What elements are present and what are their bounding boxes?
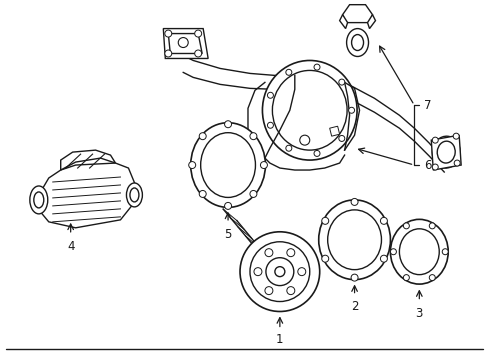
Circle shape: [274, 267, 285, 276]
Circle shape: [264, 249, 272, 257]
Polygon shape: [342, 5, 372, 23]
Circle shape: [431, 164, 437, 170]
Ellipse shape: [262, 60, 356, 160]
Ellipse shape: [327, 210, 381, 270]
Circle shape: [453, 160, 459, 166]
Polygon shape: [163, 28, 208, 58]
Circle shape: [452, 133, 458, 139]
Ellipse shape: [351, 35, 363, 50]
Text: 3: 3: [415, 306, 422, 320]
Circle shape: [253, 268, 262, 276]
Circle shape: [428, 223, 434, 229]
Circle shape: [240, 232, 319, 311]
Circle shape: [380, 255, 386, 262]
Circle shape: [188, 162, 195, 168]
Ellipse shape: [190, 123, 265, 207]
Circle shape: [350, 274, 357, 281]
Circle shape: [264, 287, 272, 294]
Circle shape: [313, 150, 319, 157]
Circle shape: [338, 79, 344, 85]
Polygon shape: [61, 150, 115, 170]
Circle shape: [380, 217, 386, 224]
Circle shape: [441, 249, 447, 255]
Polygon shape: [36, 163, 135, 228]
Ellipse shape: [436, 141, 454, 163]
Text: 7: 7: [424, 99, 431, 112]
Ellipse shape: [272, 71, 346, 150]
Circle shape: [286, 287, 294, 294]
Circle shape: [350, 198, 357, 206]
Circle shape: [286, 249, 294, 257]
Polygon shape: [168, 33, 202, 54]
Text: 5: 5: [224, 228, 231, 241]
Circle shape: [338, 135, 344, 141]
Circle shape: [194, 50, 201, 57]
Ellipse shape: [399, 229, 438, 275]
Text: 6: 6: [424, 158, 431, 172]
Circle shape: [321, 255, 328, 262]
Circle shape: [178, 37, 188, 48]
Ellipse shape: [34, 192, 44, 208]
Circle shape: [285, 145, 291, 151]
Circle shape: [431, 137, 437, 143]
Ellipse shape: [318, 200, 389, 280]
Circle shape: [285, 69, 291, 75]
Ellipse shape: [431, 136, 459, 168]
Ellipse shape: [126, 183, 142, 207]
Circle shape: [428, 275, 434, 280]
Polygon shape: [264, 75, 347, 170]
Polygon shape: [430, 135, 460, 170]
Circle shape: [265, 258, 293, 285]
Ellipse shape: [200, 133, 255, 197]
Polygon shape: [339, 15, 347, 28]
Circle shape: [297, 268, 305, 276]
Circle shape: [194, 30, 201, 37]
Circle shape: [313, 64, 319, 70]
Circle shape: [348, 107, 354, 113]
Circle shape: [299, 135, 309, 145]
Circle shape: [249, 190, 256, 197]
Circle shape: [389, 249, 396, 255]
Ellipse shape: [30, 186, 48, 214]
Circle shape: [260, 162, 267, 168]
Circle shape: [164, 50, 171, 57]
Circle shape: [199, 190, 206, 197]
Circle shape: [321, 217, 328, 224]
Ellipse shape: [389, 219, 447, 284]
Circle shape: [164, 30, 171, 37]
Circle shape: [403, 223, 408, 229]
Circle shape: [267, 122, 273, 128]
Text: 4: 4: [67, 240, 74, 253]
Circle shape: [249, 242, 309, 302]
Ellipse shape: [346, 28, 368, 57]
Text: 1: 1: [276, 333, 283, 346]
Circle shape: [224, 121, 231, 128]
Circle shape: [249, 133, 256, 140]
Polygon shape: [329, 126, 339, 136]
Circle shape: [267, 92, 273, 98]
Circle shape: [199, 133, 206, 140]
Ellipse shape: [130, 188, 139, 202]
Text: 2: 2: [350, 300, 358, 312]
Polygon shape: [367, 15, 375, 28]
Circle shape: [224, 202, 231, 210]
Circle shape: [403, 275, 408, 280]
